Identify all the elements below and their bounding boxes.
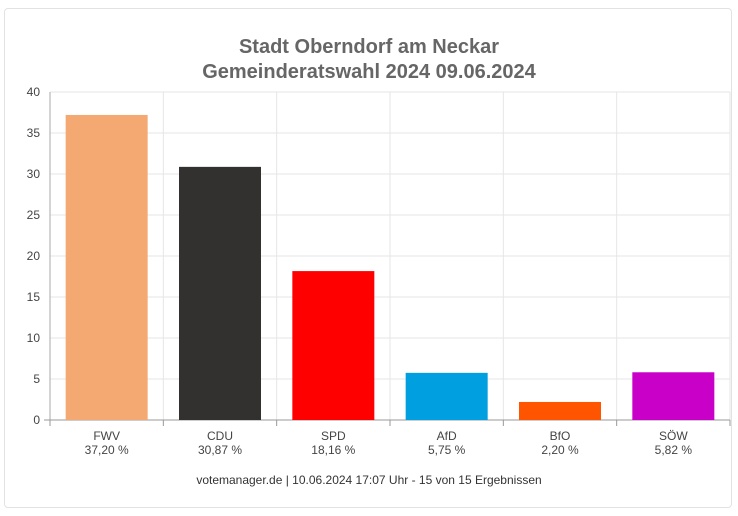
y-tick-label: 40 bbox=[27, 85, 41, 99]
y-tick-label: 0 bbox=[33, 413, 40, 427]
x-tick-label: CDU bbox=[207, 429, 233, 443]
x-tick-label: SÖW bbox=[659, 429, 688, 443]
y-tick-label: 10 bbox=[27, 331, 41, 345]
bar-cdu bbox=[179, 166, 261, 420]
bar-afd bbox=[405, 372, 488, 420]
y-tick-label: 35 bbox=[27, 126, 41, 140]
bar-bfo bbox=[519, 401, 601, 420]
x-tick-label: AfD bbox=[437, 429, 457, 443]
value-label: 37,20 % bbox=[85, 443, 129, 457]
y-tick-label: 20 bbox=[27, 249, 41, 263]
source-footer: votemanager.de | 10.06.2024 17:07 Uhr - … bbox=[196, 473, 542, 487]
y-tick-label: 5 bbox=[33, 372, 40, 386]
y-tick-label: 30 bbox=[27, 167, 41, 181]
value-label: 18,16 % bbox=[311, 443, 355, 457]
bar-spd bbox=[292, 271, 375, 420]
x-tick-label: FWV bbox=[93, 429, 120, 443]
chart-subtitle: Gemeinderatswahl 2024 09.06.2024 bbox=[202, 61, 536, 83]
value-label: 2,20 % bbox=[541, 443, 579, 457]
value-label: 30,87 % bbox=[198, 443, 242, 457]
y-tick-label: 25 bbox=[27, 208, 41, 222]
x-tick-label: SPD bbox=[321, 429, 346, 443]
bar-söw bbox=[632, 372, 715, 420]
bar-fwv bbox=[65, 114, 148, 421]
x-tick-label: BfO bbox=[550, 429, 571, 443]
chart-title: Stadt Oberndorf am Neckar bbox=[238, 36, 500, 58]
value-label: 5,82 % bbox=[655, 443, 693, 457]
value-label: 5,75 % bbox=[428, 443, 466, 457]
y-tick-label: 15 bbox=[27, 290, 41, 304]
